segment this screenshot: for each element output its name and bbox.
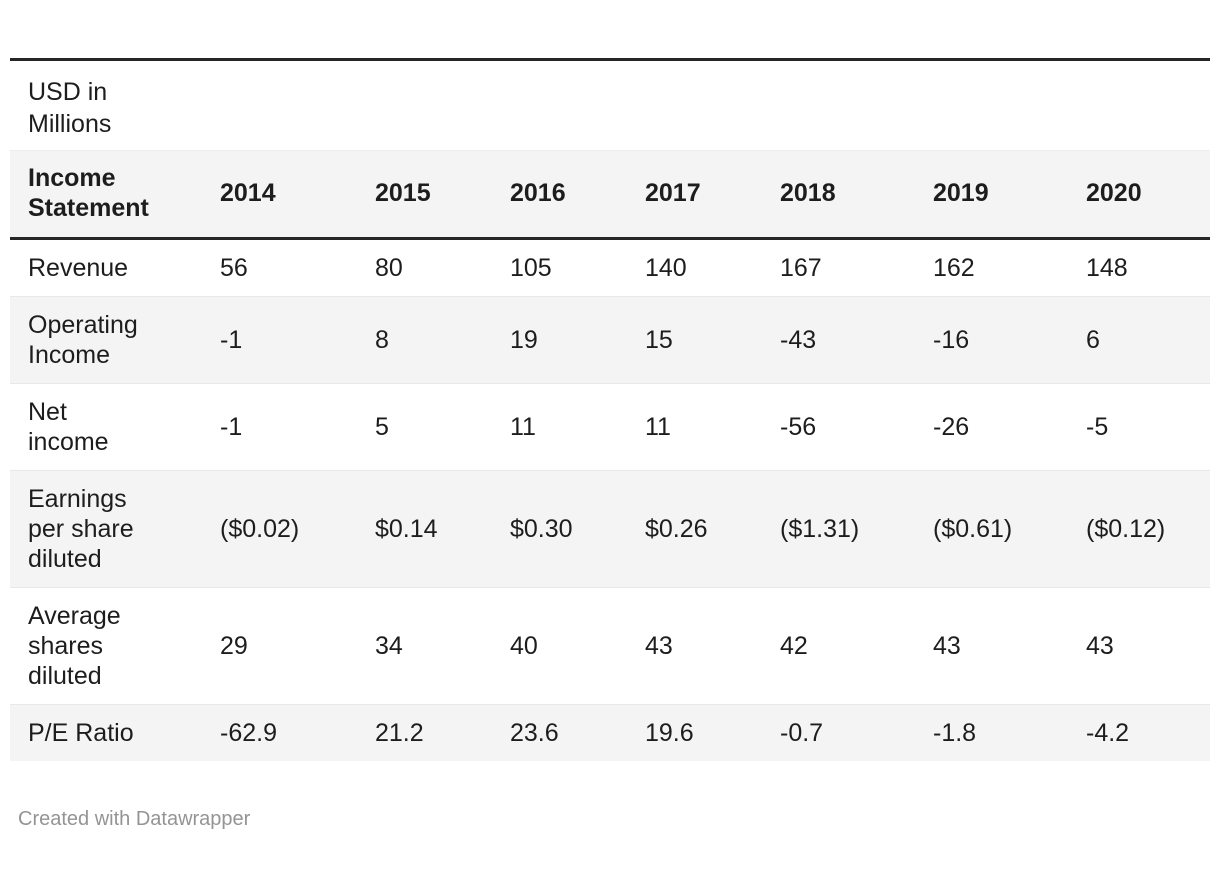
table-cell: 23.6 [500, 704, 635, 761]
row-average-shares-diluted: Average shares diluted 29 34 40 43 42 43… [10, 587, 1210, 705]
table-cell: 19.6 [635, 704, 770, 761]
table-cell: -1 [210, 383, 365, 471]
table-cell: -0.7 [770, 704, 923, 761]
table-cell: 40 [500, 587, 635, 705]
header-year-2017: 2017 [635, 150, 770, 240]
header-income-statement: Income Statement [10, 150, 210, 240]
table-cell: 43 [1076, 587, 1210, 705]
table-cell: 167 [780, 254, 822, 282]
table-cell: 140 [645, 254, 687, 282]
row-label: Average shares diluted [10, 587, 210, 705]
header-year-2014: 2014 [210, 150, 365, 240]
datawrapper-attribution-link[interactable]: Created with Datawrapper [18, 808, 251, 830]
table-cell: 11 [500, 383, 635, 471]
header-year-2016: 2016 [500, 150, 635, 240]
table-cell: -5 [1076, 383, 1210, 471]
data-table: Income Statement 2014 2015 2016 2017 201… [10, 150, 1210, 761]
table-cell: $0.14 [365, 470, 500, 588]
row-label: Operating Income [10, 296, 210, 384]
header-year-2020: 2020 [1076, 150, 1210, 240]
table-cell: 80 [375, 254, 403, 282]
header-year-2018: 2018 [770, 150, 923, 240]
table-cell: 21.2 [365, 704, 500, 761]
table-cell: ($0.02) [210, 470, 365, 588]
row-operating-income: Operating Income -1 8 19 15 -43 -16 6 [10, 296, 1210, 384]
table-cell: ($0.61) [923, 470, 1076, 588]
header-year-2015: 2015 [365, 150, 500, 240]
row-revenue: Revenue 56 80 105 140 167 162 148 [10, 239, 1210, 297]
row-label: P/E Ratio [10, 704, 210, 761]
table-cell: 19 [500, 296, 635, 384]
table-cell: -1.8 [923, 704, 1076, 761]
table-cell: $0.30 [500, 470, 635, 588]
row-pe-ratio: P/E Ratio -62.9 21.2 23.6 19.6 -0.7 -1.8… [10, 704, 1210, 761]
row-label: Revenue [28, 254, 129, 282]
table-cell: -4.2 [1076, 704, 1210, 761]
table-cell: ($1.31) [770, 470, 923, 588]
row-eps-diluted: Earnings per share diluted ($0.02) $0.14… [10, 470, 1210, 588]
table-cell: -43 [770, 296, 923, 384]
row-label: Net income [10, 383, 210, 471]
table-cell: $0.26 [635, 470, 770, 588]
table-cell: 11 [635, 383, 770, 471]
table-cell: 29 [210, 587, 365, 705]
table-cell: -1 [210, 296, 365, 384]
table-cell: 43 [635, 587, 770, 705]
row-label: Earnings per share diluted [10, 470, 210, 588]
table-cell: 8 [365, 296, 500, 384]
header-row: Income Statement 2014 2015 2016 2017 201… [10, 150, 1210, 240]
header-year-2019: 2019 [923, 150, 1076, 240]
table-cell: 15 [635, 296, 770, 384]
table-cell: -16 [923, 296, 1076, 384]
table-cell: 42 [770, 587, 923, 705]
row-net-income: Net income -1 5 11 11 -56 -26 -5 [10, 383, 1210, 471]
table-cell: 43 [923, 587, 1076, 705]
table-cell: ($0.12) [1076, 470, 1210, 588]
table-cell: -26 [923, 383, 1076, 471]
table-cell: -62.9 [210, 704, 365, 761]
table-cell: 6 [1076, 296, 1210, 384]
table-cell: 148 [1086, 254, 1128, 282]
income-statement-table: USD in Millions Income Statement 2014 20… [10, 58, 1210, 761]
table-cell: 56 [220, 254, 248, 282]
units-note: USD in Millions [28, 78, 112, 138]
datawrapper-table-visualization: USD in Millions Income Statement 2014 20… [0, 58, 1220, 831]
table-cell: 105 [510, 254, 552, 282]
table-cell: 34 [365, 587, 500, 705]
table-cell: -56 [770, 383, 923, 471]
table-cell: 5 [365, 383, 500, 471]
table-cell: 162 [933, 254, 975, 282]
